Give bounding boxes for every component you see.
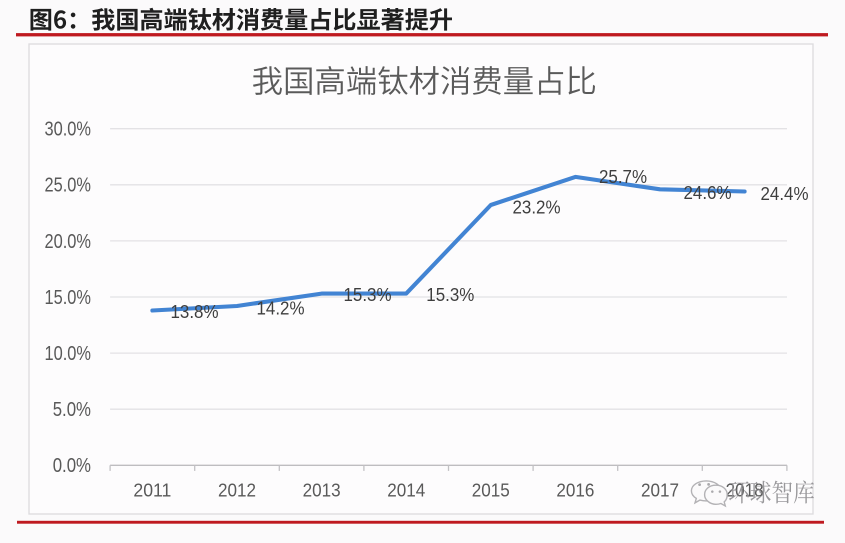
svg-text:15.3%: 15.3% xyxy=(344,285,392,305)
svg-text:23.2%: 23.2% xyxy=(513,198,561,218)
svg-text:15.0%: 15.0% xyxy=(45,287,92,309)
svg-text:20.0%: 20.0% xyxy=(45,231,92,253)
svg-text:2013: 2013 xyxy=(303,480,341,501)
svg-text:2017: 2017 xyxy=(641,480,679,501)
svg-text:24.4%: 24.4% xyxy=(761,184,809,204)
svg-text:2015: 2015 xyxy=(472,480,510,501)
svg-text:15.3%: 15.3% xyxy=(426,285,474,305)
svg-text:25.7%: 25.7% xyxy=(599,167,647,187)
svg-text:2011: 2011 xyxy=(133,480,171,501)
svg-text:2012: 2012 xyxy=(218,480,256,501)
svg-text:2016: 2016 xyxy=(556,480,594,501)
svg-text:14.2%: 14.2% xyxy=(257,299,305,319)
svg-text:2014: 2014 xyxy=(387,480,425,501)
svg-text:30.0%: 30.0% xyxy=(45,119,92,141)
svg-text:13.8%: 13.8% xyxy=(171,302,219,322)
svg-text:10.0%: 10.0% xyxy=(45,343,92,365)
svg-text:25.0%: 25.0% xyxy=(45,175,92,197)
svg-text:24.6%: 24.6% xyxy=(684,183,732,203)
svg-text:0.0%: 0.0% xyxy=(53,455,91,477)
svg-text:5.0%: 5.0% xyxy=(53,399,91,421)
